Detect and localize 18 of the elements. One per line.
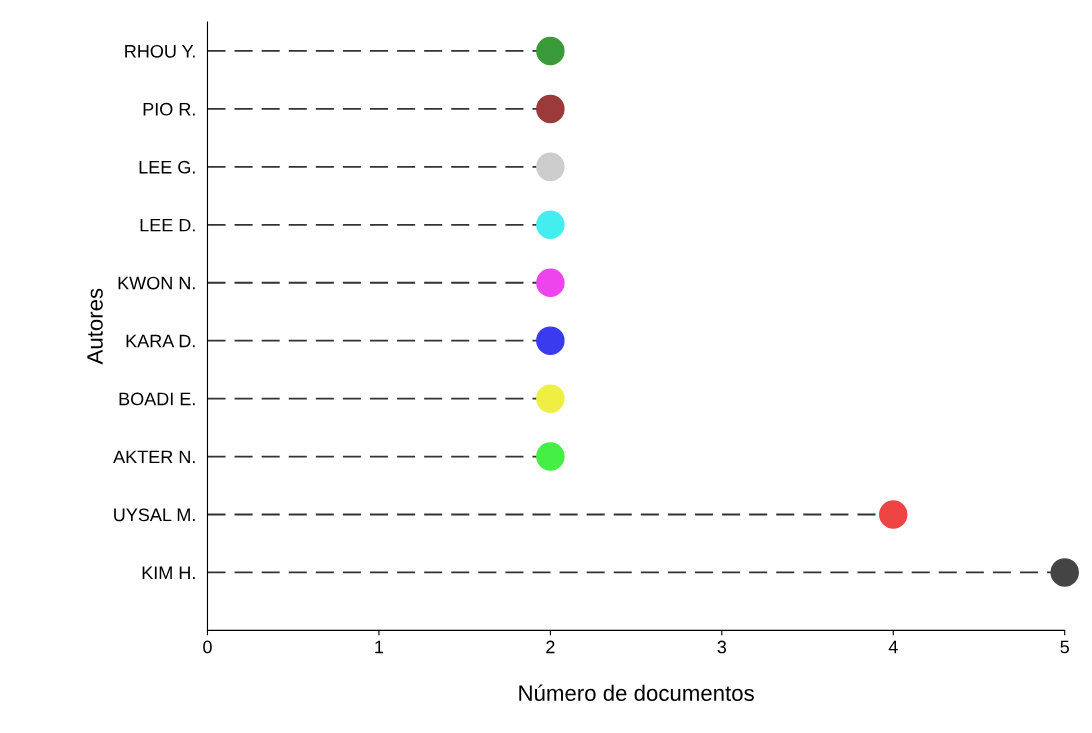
y-tick-label: BOADI E.: [119, 392, 195, 406]
x-tick-label: 5: [1060, 640, 1069, 654]
y-tick-label: KWON N.: [118, 276, 195, 290]
x-tick-label: 2: [546, 640, 555, 654]
x-axis-title: Número de documentos: [519, 684, 754, 702]
y-tick-label: KARA D.: [126, 334, 195, 348]
y-tick-label: UYSAL M.: [114, 508, 195, 522]
x-tick-label: 3: [717, 640, 727, 654]
x-tick-label: 1: [375, 640, 384, 654]
y-tick-label: KIM H.: [142, 566, 195, 579]
y-tick-label: PIO R.: [143, 102, 195, 116]
y-tick-label: RHOU Y.: [125, 44, 195, 58]
y-tick-label: LEE D.: [140, 218, 195, 232]
y-tick-label: LEE G.: [139, 160, 195, 174]
y-axis-title: Autores: [87, 288, 103, 365]
x-tick-label: 4: [888, 640, 898, 654]
y-tick-label: AKTER N.: [113, 450, 195, 464]
x-tick-label: 0: [203, 640, 212, 654]
